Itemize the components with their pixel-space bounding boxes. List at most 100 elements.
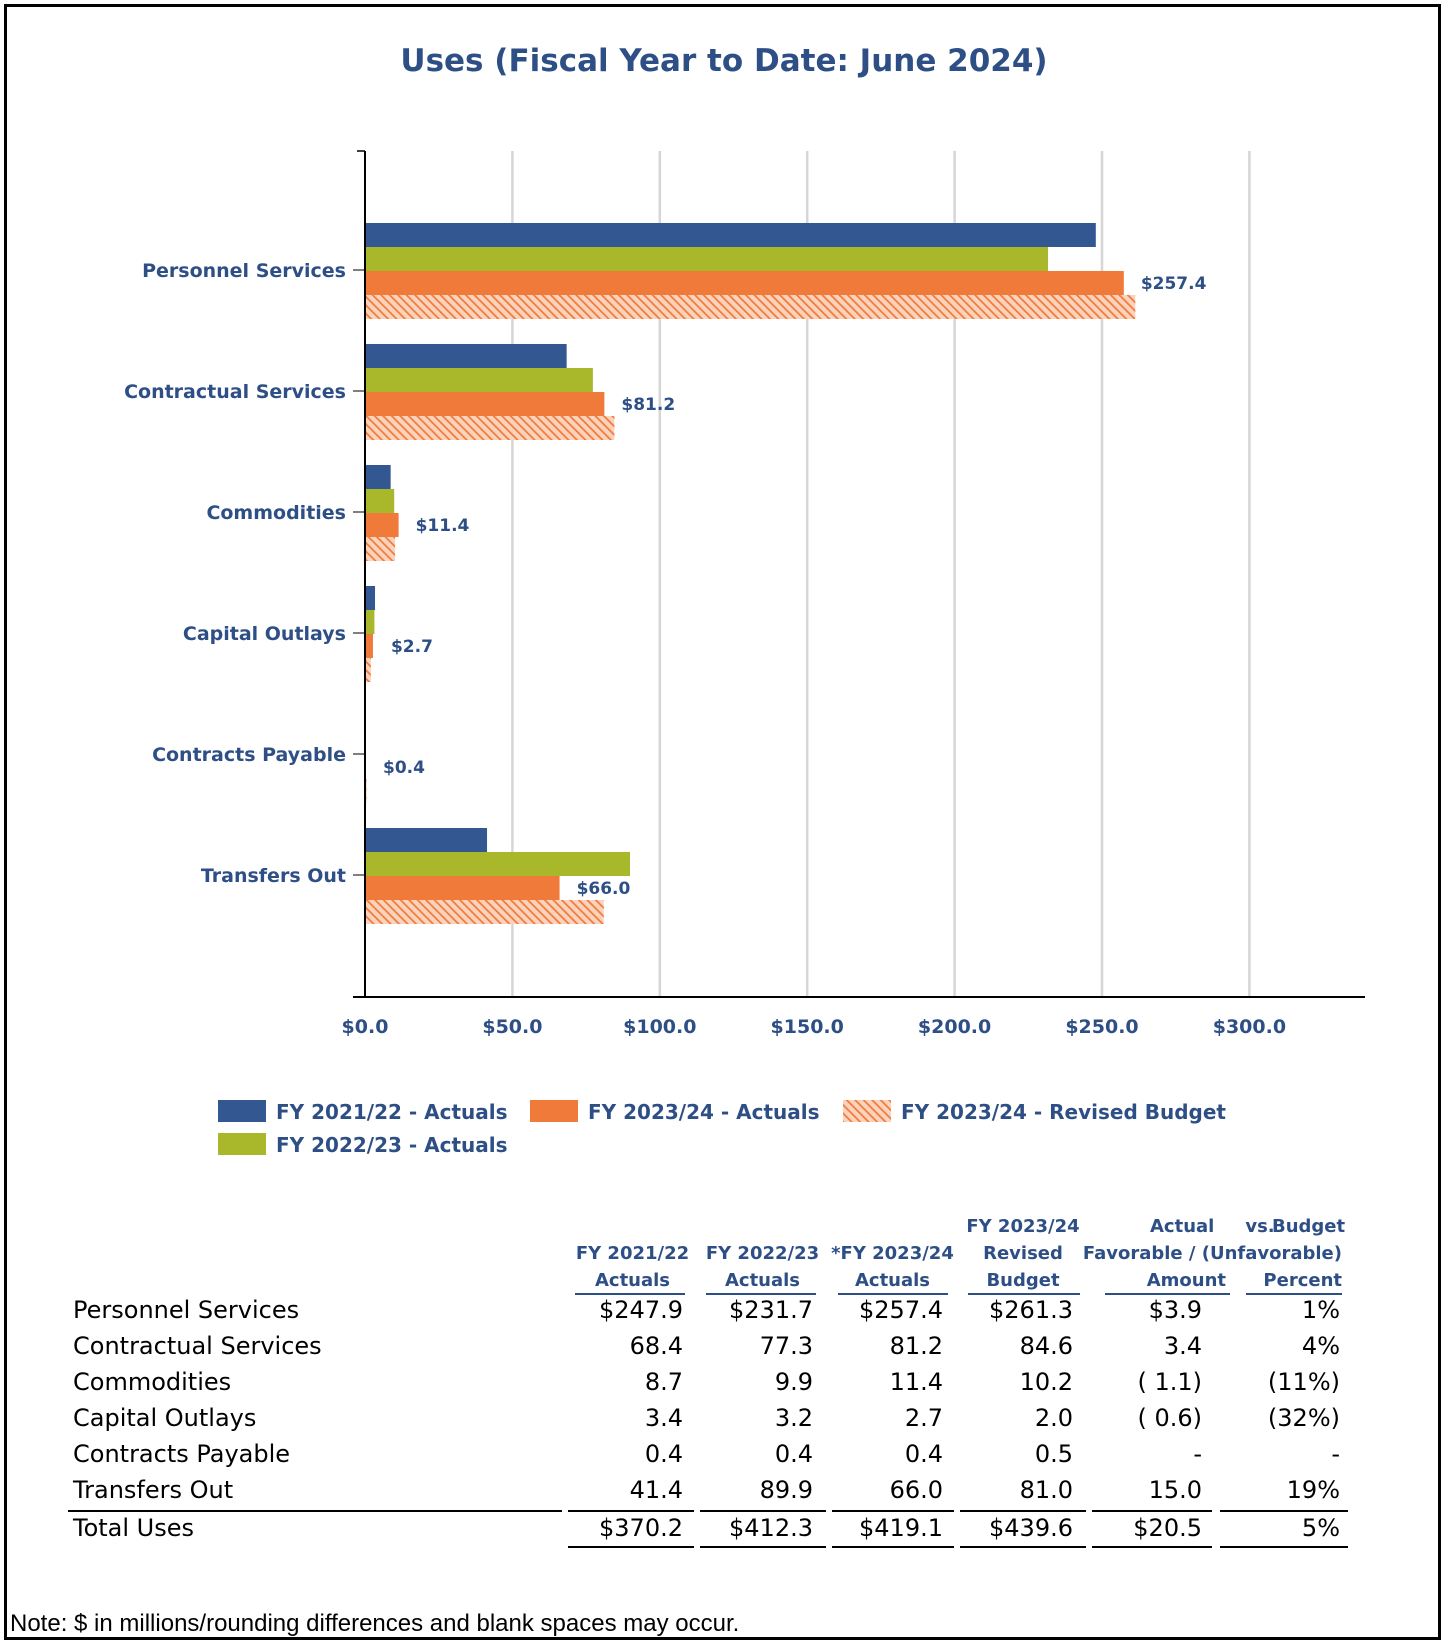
bar — [365, 610, 375, 634]
header-underline-c5 — [1105, 1293, 1230, 1295]
total-underline-c5 — [1092, 1546, 1212, 1548]
table-row-3-c5: ( 0.6) — [1137, 1404, 1202, 1432]
bar — [365, 537, 396, 561]
table-row-5-c1: 41.4 — [629, 1476, 683, 1504]
table-row-2-label: Commodities — [73, 1368, 232, 1396]
table-row-1-c4: 84.6 — [1019, 1332, 1073, 1360]
total-rule-c5 — [1092, 1510, 1212, 1512]
table-row-0-c4: $261.3 — [989, 1296, 1073, 1324]
category-label: Transfers Out — [201, 865, 346, 887]
legend-swatch — [218, 1133, 266, 1155]
table-row-5-c5: 15.0 — [1148, 1476, 1202, 1504]
table-row-4-c4: 0.5 — [1034, 1440, 1073, 1468]
bar — [365, 368, 593, 392]
header-variance-vs: vs. — [1245, 1216, 1275, 1237]
header-underline-c1 — [575, 1293, 685, 1295]
bar — [365, 513, 399, 537]
header-variance-actual: Actual — [1150, 1216, 1215, 1237]
legend: FY 2021/22 - Actuals FY 2023/24 - Actuals… — [218, 1100, 1226, 1157]
table-row-1-c6: 4% — [1301, 1332, 1340, 1360]
legend-label: FY 2021/22 - Actuals — [276, 1100, 508, 1124]
category-label: Contracts Payable — [152, 744, 346, 766]
total-rule-label — [68, 1510, 562, 1512]
header-budget-line2: Revised — [983, 1243, 1063, 1264]
table-row-3-c2: 3.2 — [774, 1404, 813, 1432]
header-fy2122-line1: FY 2021/22 — [575, 1243, 690, 1264]
data-label: $2.7 — [391, 637, 433, 657]
total-underline-c2 — [700, 1546, 826, 1548]
axes — [353, 150, 1365, 998]
table-row-3-c1: 3.4 — [644, 1404, 683, 1432]
bar — [365, 465, 391, 489]
chart-title: Uses (Fiscal Year to Date: June 2024) — [400, 43, 1047, 79]
x-tick-label: $300.0 — [1213, 1016, 1286, 1038]
header-fy2223-line2: Actuals — [724, 1270, 801, 1291]
table-row-4-c3: 0.4 — [904, 1440, 943, 1468]
legend-label: FY 2023/24 - Revised Budget — [901, 1100, 1226, 1124]
footnote: Note: $ in millions/rounding differences… — [10, 1610, 740, 1637]
outer-frame — [4, 4, 1441, 1640]
header-variance-budget: Budget — [1272, 1216, 1346, 1237]
table-row-0-label: Personnel Services — [73, 1296, 300, 1324]
bar — [365, 876, 560, 900]
table-row-3-c4: 2.0 — [1034, 1404, 1073, 1432]
table-row-1-c3: 81.2 — [889, 1332, 943, 1360]
category-label: Personnel Services — [142, 260, 346, 282]
total-underline-c6 — [1220, 1546, 1348, 1548]
x-tick-label: $200.0 — [918, 1016, 991, 1038]
table-row-2-c3: 11.4 — [889, 1368, 943, 1396]
x-tick-label: $150.0 — [771, 1016, 844, 1038]
header-budget-line1: FY 2023/24 — [966, 1216, 1080, 1237]
bar — [365, 852, 631, 876]
total-underline-c3 — [832, 1546, 954, 1548]
x-tick-label: $50.0 — [482, 1016, 542, 1038]
bar — [365, 586, 376, 610]
table-row-3-c6: (32%) — [1267, 1404, 1340, 1432]
header-underline-c4 — [968, 1293, 1080, 1295]
table-row-0-c1: $247.9 — [599, 1296, 683, 1324]
header-percent: Percent — [1263, 1270, 1342, 1291]
table-row-total-label: Total Uses — [73, 1514, 195, 1542]
table-row-1-c5: 3.4 — [1163, 1332, 1202, 1360]
bar — [365, 658, 371, 682]
uses-bar-chart: Uses (Fiscal Year to Date: June 2024) $0… — [124, 43, 1365, 1157]
table-row-total-c4: $439.6 — [989, 1514, 1073, 1542]
table-row-4-c6: - — [1331, 1440, 1340, 1468]
table-row-total-c2: $412.3 — [729, 1514, 813, 1542]
data-label: $66.0 — [577, 879, 631, 899]
bar — [365, 900, 604, 924]
table-row-4-c1: 0.4 — [644, 1440, 683, 1468]
table-row-total-c1: $370.2 — [599, 1514, 683, 1542]
x-tick-label: $0.0 — [342, 1016, 389, 1038]
table-row-4-label: Contracts Payable — [73, 1440, 291, 1468]
table-row-4-c5: - — [1193, 1440, 1202, 1468]
total-rule-c3 — [832, 1510, 954, 1512]
table-row-0-c5: $3.9 — [1148, 1296, 1202, 1324]
total-rule-c1 — [568, 1510, 694, 1512]
table-row-0-c3: $257.4 — [859, 1296, 943, 1324]
header-fy2223-line1: FY 2022/23 — [705, 1243, 820, 1264]
table-row-2-c5: ( 1.1) — [1137, 1368, 1202, 1396]
bar — [365, 392, 605, 416]
bar — [365, 295, 1136, 319]
total-underline-c1 — [568, 1546, 694, 1548]
data-label: $11.4 — [416, 516, 470, 536]
table-row-2-c1: 8.7 — [644, 1368, 683, 1396]
table-row-3-c3: 2.7 — [904, 1404, 943, 1432]
total-rule-c6 — [1220, 1510, 1348, 1512]
table-row-0-c6: 1% — [1301, 1296, 1340, 1324]
header-underline-c2 — [706, 1293, 816, 1295]
labels: $0.0 $50.0 $100.0 $150.0 $200.0 $250.0 $300.0 P… — [124, 260, 1286, 1038]
bar — [365, 416, 615, 440]
total-rule-c4 — [960, 1510, 1086, 1512]
table-row-3-label: Capital Outlays — [73, 1404, 257, 1432]
table-row-total-c6: 5% — [1301, 1514, 1340, 1542]
header-underline-c3 — [838, 1293, 948, 1295]
table-row-1-label: Contractual Services — [73, 1332, 322, 1360]
total-rule-c2 — [700, 1510, 826, 1512]
data-label: $0.4 — [383, 758, 425, 778]
table-row-5-c4: 81.0 — [1019, 1476, 1073, 1504]
table-row-4-c2: 0.4 — [774, 1440, 813, 1468]
x-tick-label: $100.0 — [623, 1016, 696, 1038]
table-row-1-c2: 77.3 — [759, 1332, 813, 1360]
